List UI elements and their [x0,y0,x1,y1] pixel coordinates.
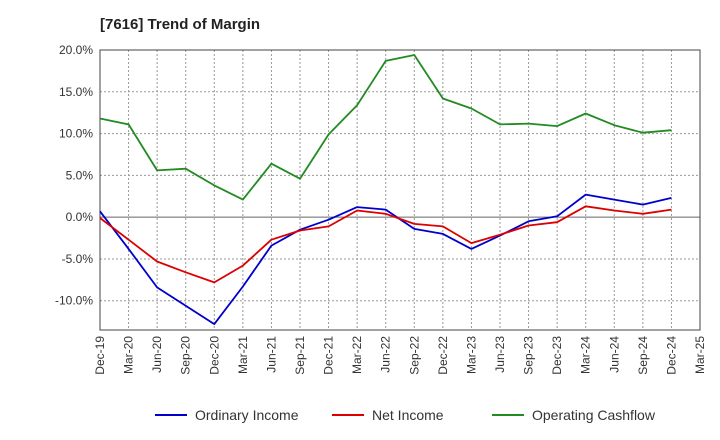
y-axis: 20.0% 15.0% 10.0% 5.0% 0.0% -5.0% -10.0% [55,43,93,308]
series-line-net-income [99,205,672,284]
y-tick-label: 10.0% [59,127,93,141]
x-tick-label: Sep-21 [293,336,307,375]
chart-title: [7616] Trend of Margin [100,16,261,33]
x-tick-label: Dec-21 [322,336,336,375]
x-tick-label: Sep-24 [636,336,650,375]
x-tick-label: Mar-20 [122,336,136,374]
x-tick-label: Mar-25 [693,336,707,374]
x-tick-label: Mar-22 [350,336,364,374]
plot-area-border [99,49,701,331]
y-tick-label: 0.0% [66,210,94,224]
x-tick-label: Jun-20 [150,336,164,373]
x-tick-label: Mar-21 [236,336,250,374]
x-tick-label: Jun-22 [379,336,393,373]
x-axis: Dec-19 Mar-20 Jun-20 Sep-20 Dec-20 Mar-21 Jun-… [93,336,707,375]
y-tick-label: -5.0% [62,252,94,266]
legend-label: Ordinary Income [195,407,299,423]
x-tick-label: Dec-24 [664,336,678,375]
series-line-operating-cashflow [99,54,672,201]
grid-lines [100,49,700,330]
x-tick-label: Jun-23 [493,336,507,373]
x-tick-label: Dec-19 [93,336,107,375]
x-tick-label: Dec-20 [207,336,221,375]
y-tick-label: 20.0% [59,43,93,57]
x-tick-label: Jun-21 [264,336,278,373]
x-tick-label: Sep-23 [522,336,536,375]
series-lines [99,54,672,326]
y-tick-label: 5.0% [66,168,94,182]
x-tick-label: Mar-24 [579,336,593,374]
x-tick-label: Sep-20 [179,336,193,375]
x-tick-label: Dec-22 [436,336,450,375]
y-tick-label: 15.0% [59,85,93,99]
series-line-ordinary-income [99,193,672,326]
y-tick-label: -10.0% [55,294,93,308]
legend: Ordinary Income Net Income Operating Cashf… [155,407,656,423]
x-tick-label: Dec-23 [550,336,564,375]
x-tick-label: Mar-23 [464,336,478,374]
x-tick-label: Sep-22 [407,336,421,375]
legend-label: Operating Cashflow [532,407,656,423]
legend-label: Net Income [372,407,444,423]
x-tick-label: Jun-24 [607,336,621,373]
